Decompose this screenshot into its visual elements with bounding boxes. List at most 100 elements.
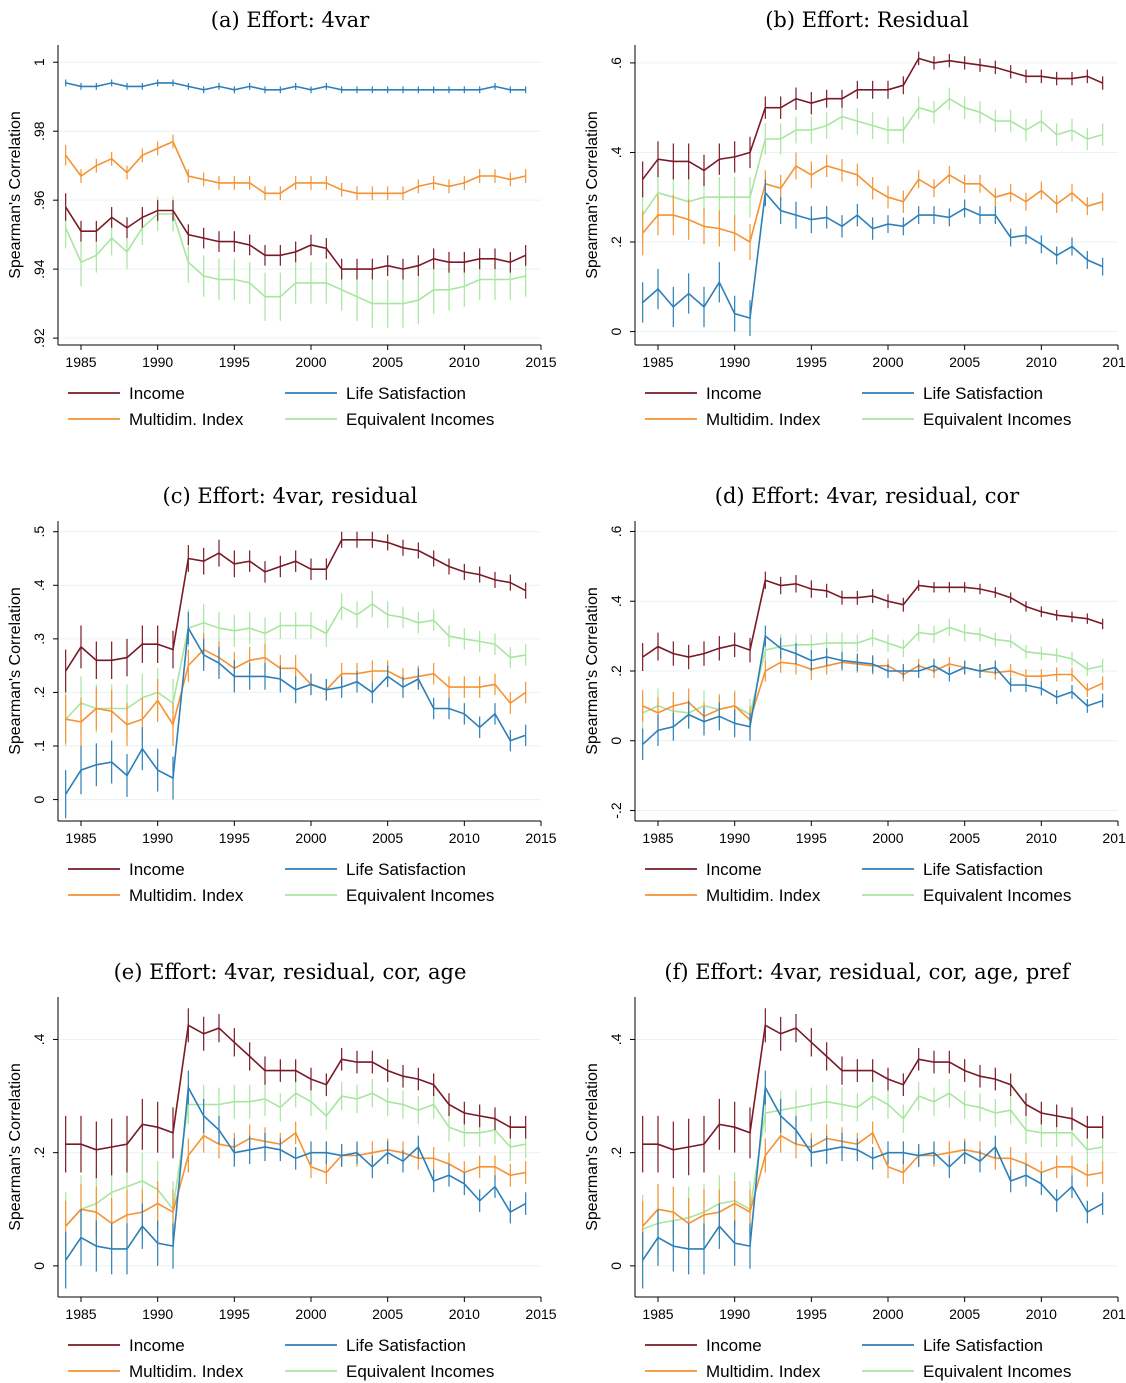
x-tick-label: 1985	[65, 830, 96, 846]
series-multidim-index	[65, 134, 527, 201]
legend-label: Equivalent Incomes	[923, 1362, 1071, 1381]
y-tick-label: 0	[31, 1262, 47, 1270]
series-line	[65, 625, 526, 795]
legend-label: Income	[129, 860, 185, 879]
chart-title: (e) Effort: 4var, residual, cor, age	[114, 960, 467, 984]
y-tick-label: .4	[608, 595, 624, 607]
x-tick-label: 1985	[642, 354, 673, 370]
x-tick-label: 2000	[295, 1306, 326, 1322]
y-tick-label: .2	[608, 236, 624, 248]
series-line	[65, 206, 527, 270]
chart-panel-5: (e) Effort: 4var, residual, cor, age 0 .2.…	[7, 960, 557, 1381]
x-tick-label: 2000	[872, 1306, 903, 1322]
series-line	[65, 1092, 526, 1227]
x-tick-label: 2005	[949, 354, 980, 370]
series-line	[64, 213, 526, 305]
chart-title: (f) Effort: 4var, residual, cor, age, pr…	[664, 960, 1071, 984]
y-tick-label: .4	[31, 1033, 47, 1045]
series-multidim-index	[642, 1118, 1104, 1252]
chart-title: (a) Effort: 4var	[211, 8, 370, 32]
series-line	[65, 140, 526, 195]
x-tick-label: 2015	[525, 354, 556, 370]
chart-panel-3: (c) Effort: 4var, residual 0 .1 .2 .3 .4 .5 198…	[7, 484, 557, 905]
x-tick-label: 1995	[796, 354, 827, 370]
legend-label: Life Satisfaction	[923, 1336, 1043, 1355]
y-tick-label: .1	[31, 740, 47, 752]
y-tick-label: 0	[608, 327, 624, 335]
series-line	[642, 1024, 1103, 1151]
legend: Income Life Satisfaction Multidim. Index Eq…	[645, 1336, 1071, 1381]
series-line	[642, 1084, 1104, 1261]
x-tick-label: 2010	[1026, 1306, 1057, 1322]
y-tick-label: 0	[608, 1262, 624, 1270]
x-tick-label: 2015	[1102, 354, 1126, 370]
x-tick-label: 2005	[372, 354, 403, 370]
x-tick-label: 2015	[525, 1306, 556, 1322]
x-tick-label: 2010	[1026, 830, 1057, 846]
legend: Income Life Satisfaction Multidim. Index Eq…	[645, 384, 1071, 429]
chart-title: (b) Effort: Residual	[765, 8, 969, 32]
x-tick-label: 2005	[372, 1306, 403, 1322]
series-income	[642, 51, 1104, 198]
y-axis-label: Spearman's Correlation	[7, 587, 24, 755]
y-tick-label: .94	[31, 259, 47, 279]
x-tick-label: 1995	[796, 830, 827, 846]
series-line	[642, 634, 1103, 745]
chart-panel-2: (b) Effort: Residual 0 .2 .4 .6 1985 1990 1995 2…	[584, 8, 1126, 429]
y-tick-label: 0	[31, 795, 47, 803]
series-income	[65, 531, 527, 693]
x-tick-label: 1995	[219, 1306, 250, 1322]
x-tick-label: 1995	[219, 830, 250, 846]
series-income	[65, 193, 527, 280]
x-tick-label: 1995	[796, 1306, 827, 1322]
series-equivalent-incomes	[642, 87, 1104, 240]
x-tick-label: 1985	[642, 1306, 673, 1322]
series-line	[65, 538, 527, 672]
x-tick-label: 1990	[719, 1306, 750, 1322]
chart-panel-1: (a) Effort: 4var .92 .94 .96 .98 1 1985 1990 199…	[7, 8, 557, 429]
legend-label: Multidim. Index	[129, 410, 244, 429]
y-tick-label: .92	[31, 328, 47, 348]
x-tick-label: 2015	[1102, 830, 1126, 846]
y-tick-label: .4	[608, 146, 624, 158]
y-tick-label: 0	[608, 737, 624, 745]
series-income	[642, 1008, 1104, 1179]
legend-label: Income	[129, 1336, 185, 1355]
series-life-satisfaction	[642, 1070, 1104, 1289]
x-tick-label: 2005	[372, 830, 403, 846]
legend: Income Life Satisfaction Multidim. Index Eq…	[68, 860, 494, 905]
x-tick-label: 1990	[719, 830, 750, 846]
series-life-satisfaction	[65, 1070, 527, 1289]
y-axis-label: Spearman's Correlation	[584, 1063, 601, 1231]
chart-title: (d) Effort: 4var, residual, cor	[715, 484, 1020, 508]
legend-label: Equivalent Incomes	[923, 410, 1071, 429]
x-tick-label: 2010	[449, 1306, 480, 1322]
chart-panel-4: (d) Effort: 4var, residual, cor -.2 0 .2 .4.…	[584, 484, 1126, 905]
series-life-satisfaction	[65, 79, 527, 94]
y-tick-label: .98	[31, 121, 47, 141]
legend-label: Life Satisfaction	[346, 384, 466, 403]
y-axis-label: Spearman's Correlation	[584, 111, 601, 279]
series-multidim-index	[642, 152, 1104, 260]
legend-label: Multidim. Index	[129, 886, 244, 905]
series-life-satisfaction	[642, 179, 1104, 337]
x-tick-label: 1985	[65, 1306, 96, 1322]
y-tick-label: .2	[608, 1147, 624, 1159]
x-tick-label: 2010	[1026, 354, 1057, 370]
y-tick-label: .6	[608, 57, 624, 69]
series-line	[642, 97, 1103, 216]
x-tick-label: 2000	[872, 830, 903, 846]
x-tick-label: 2000	[295, 830, 326, 846]
x-tick-label: 1985	[65, 354, 96, 370]
y-axis-label: Spearman's Correlation	[7, 1063, 24, 1231]
x-tick-label: 2010	[449, 354, 480, 370]
y-tick-label: .5	[31, 526, 47, 538]
legend: Income Life Satisfaction Multidim. Index Eq…	[68, 1336, 494, 1381]
series-income	[642, 571, 1104, 671]
legend-label: Income	[706, 860, 762, 879]
x-tick-label: 2005	[949, 1306, 980, 1322]
series-equivalent-incomes	[642, 1079, 1104, 1264]
legend-label: Life Satisfaction	[346, 860, 466, 879]
legend-label: Life Satisfaction	[923, 384, 1043, 403]
x-tick-label: 1995	[219, 354, 250, 370]
